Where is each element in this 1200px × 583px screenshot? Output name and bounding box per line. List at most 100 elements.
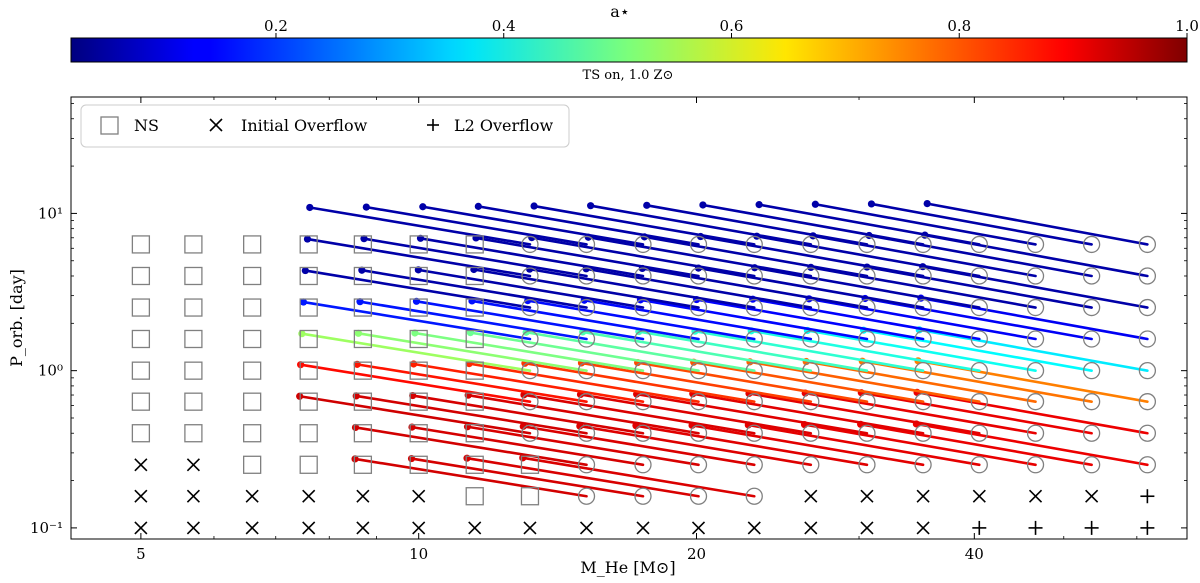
bh-progenitor-marker bbox=[689, 235, 708, 254]
ns-marker bbox=[131, 235, 151, 254]
ns-marker bbox=[409, 424, 428, 443]
bh-progenitor-marker bbox=[634, 393, 652, 411]
track-line bbox=[578, 424, 813, 467]
bh-progenitor-marker bbox=[1138, 362, 1157, 380]
initial-overflow-marker bbox=[860, 489, 874, 503]
ns-marker bbox=[243, 392, 262, 411]
track-line bbox=[757, 203, 981, 246]
bh-progenitor-marker bbox=[521, 330, 539, 348]
bh-progenitor-marker bbox=[970, 456, 988, 474]
bh-progenitor-marker bbox=[914, 393, 932, 411]
colorbar-gradient bbox=[70, 37, 1188, 63]
bh-progenitor-marker bbox=[689, 487, 708, 505]
x-tick-label: 40 bbox=[965, 545, 984, 563]
colorbar-tick-label: 0.8 bbox=[947, 17, 971, 35]
track-line bbox=[862, 328, 1093, 372]
bh-progenitor-marker bbox=[1082, 424, 1101, 442]
evolution-track bbox=[867, 200, 1093, 246]
track-line bbox=[355, 363, 588, 403]
track-line bbox=[581, 330, 813, 372]
ns-marker bbox=[353, 298, 373, 317]
l2-overflow-marker bbox=[1140, 520, 1155, 535]
track-line bbox=[421, 205, 645, 246]
track-line bbox=[532, 204, 756, 246]
track-line bbox=[634, 424, 869, 467]
ns-marker bbox=[184, 329, 203, 349]
bh-progenitor-marker bbox=[634, 330, 652, 348]
track-end-point bbox=[354, 329, 363, 337]
track-line bbox=[701, 203, 925, 246]
bh-progenitor-marker bbox=[1138, 424, 1157, 442]
track-end-point bbox=[587, 202, 595, 210]
track-end-point bbox=[358, 266, 366, 274]
x-axis-label: M_He [M⊙] bbox=[580, 558, 675, 577]
ns-marker bbox=[299, 298, 318, 317]
ns-marker bbox=[184, 361, 203, 380]
l2-overflow-marker bbox=[1028, 520, 1043, 535]
x-tick-label: 20 bbox=[687, 545, 706, 563]
bh-progenitor-marker bbox=[802, 456, 820, 474]
bh-progenitor-marker bbox=[914, 235, 932, 254]
track-line bbox=[915, 422, 1149, 467]
track-end-point bbox=[474, 202, 482, 210]
initial-overflow-marker bbox=[1028, 489, 1043, 503]
bh-progenitor-marker bbox=[689, 456, 708, 474]
track-end-point bbox=[419, 203, 427, 211]
ns-marker bbox=[131, 361, 151, 380]
bh-progenitor-marker bbox=[858, 362, 876, 380]
bh-progenitor-marker bbox=[745, 393, 763, 411]
track-end-point bbox=[351, 455, 359, 463]
ns-marker bbox=[353, 361, 373, 380]
ns-marker bbox=[299, 424, 318, 443]
track-line bbox=[636, 361, 869, 403]
track-line bbox=[298, 394, 532, 435]
bh-progenitor-marker bbox=[745, 487, 763, 505]
evolution-track bbox=[699, 201, 925, 246]
ns-marker bbox=[409, 235, 428, 254]
track-end-point bbox=[699, 201, 707, 209]
track-line bbox=[586, 235, 813, 278]
y-axis-ticks: 10⁻¹ 10⁰ 10¹ bbox=[30, 103, 1187, 537]
bh-progenitor-marker bbox=[802, 330, 820, 348]
initial-overflow-marker bbox=[412, 521, 426, 535]
track-line bbox=[699, 235, 925, 278]
evolution-track bbox=[411, 329, 645, 372]
track-line bbox=[469, 331, 700, 372]
ns-marker bbox=[243, 361, 262, 380]
track-line bbox=[690, 424, 925, 467]
track-line bbox=[693, 329, 925, 372]
initial-overflow-marker bbox=[302, 521, 316, 535]
legend: NS Initial Overflow L2 Overflow bbox=[80, 104, 570, 148]
ns-marker bbox=[184, 424, 203, 443]
bh-progenitor-marker bbox=[1026, 267, 1045, 285]
legend-ns-label: NS bbox=[134, 116, 159, 135]
track-line bbox=[474, 236, 700, 278]
ns-marker bbox=[131, 329, 151, 349]
bh-progenitor-marker bbox=[521, 424, 539, 442]
bh-progenitor-marker bbox=[914, 362, 932, 380]
ns-marker bbox=[353, 235, 373, 254]
track-line bbox=[755, 234, 981, 278]
track-end-point bbox=[411, 329, 419, 337]
track-line bbox=[584, 267, 813, 309]
initial-overflow-marker bbox=[134, 458, 148, 472]
track-line bbox=[357, 332, 588, 372]
track-line bbox=[477, 205, 700, 246]
initial-overflow-marker bbox=[691, 521, 706, 535]
ns-marker bbox=[299, 329, 318, 349]
y-axis-label: P_orb. [day] bbox=[7, 269, 26, 367]
track-line bbox=[859, 422, 1093, 467]
bh-progenitor-marker bbox=[1138, 267, 1157, 285]
track-line bbox=[467, 362, 700, 403]
track-line bbox=[411, 394, 645, 435]
bh-progenitor-marker bbox=[521, 235, 539, 254]
ns-marker bbox=[465, 424, 484, 443]
bh-progenitor-marker bbox=[1026, 235, 1045, 254]
track-line bbox=[521, 456, 756, 498]
ns-marker bbox=[409, 329, 428, 349]
initial-overflow-marker bbox=[1085, 489, 1099, 503]
track-line bbox=[870, 202, 1093, 246]
track-end-point bbox=[923, 199, 931, 208]
initial-overflow-marker bbox=[972, 489, 986, 503]
